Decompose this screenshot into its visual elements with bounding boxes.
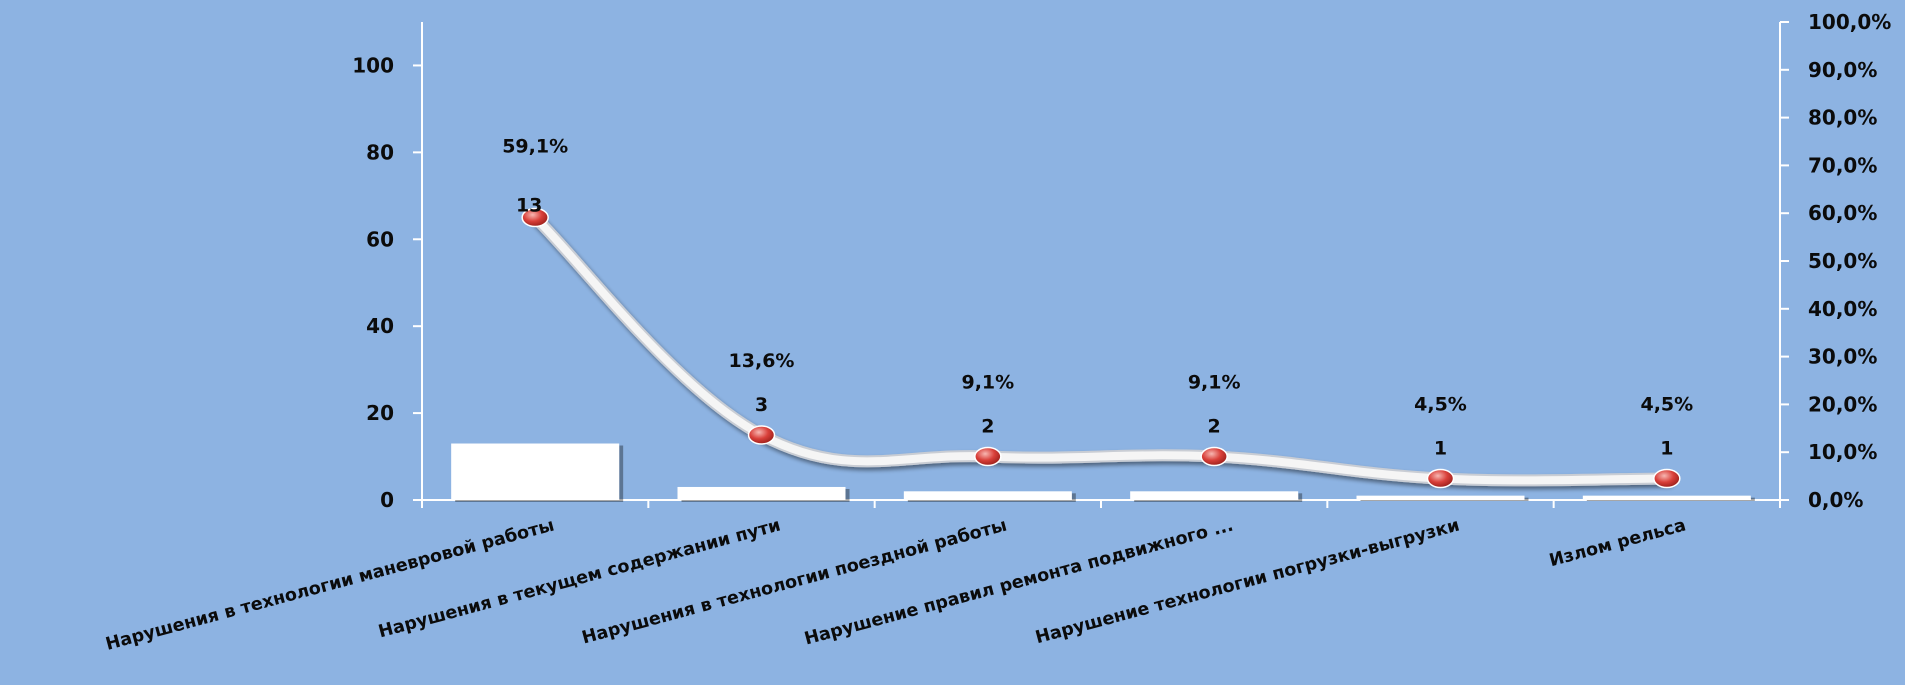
percent-marker: [521, 207, 549, 228]
category-label: Нарушение правил ремонта подвижного ...: [802, 516, 1235, 650]
category-label: Излом рельса: [1547, 516, 1688, 572]
bar: [451, 443, 620, 500]
bar: [1582, 495, 1751, 500]
bar: [1130, 491, 1299, 500]
left-axis-tick-label: 80: [366, 140, 394, 164]
count-data-label: 2: [1208, 416, 1221, 438]
right-axis-tick-label: 30,0%: [1808, 345, 1877, 369]
count-data-label: 2: [981, 416, 994, 438]
right-axis-tick-label: 80,0%: [1808, 106, 1877, 130]
category-label: Нарушения в технологии поездной работы: [580, 516, 1009, 649]
left-axis-tick-label: 20: [366, 401, 394, 425]
right-axis-tick-label: 40,0%: [1808, 297, 1877, 321]
count-data-label: 1: [1434, 437, 1447, 459]
percent-data-label: 4,5%: [1640, 393, 1693, 415]
count-data-label: 3: [755, 394, 768, 416]
right-axis-tick-label: 60,0%: [1808, 201, 1877, 225]
left-axis-tick-label: 60: [366, 227, 394, 251]
percent-data-label: 9,1%: [1188, 372, 1241, 394]
percent-data-label: 9,1%: [961, 372, 1014, 394]
count-data-label: 1: [1660, 437, 1673, 459]
count-data-label: 13: [516, 195, 542, 217]
right-axis-tick-label: 10,0%: [1808, 440, 1877, 464]
left-axis-tick-label: 100: [352, 53, 394, 77]
line-group: [521, 207, 1681, 489]
bars-group: [451, 443, 1751, 500]
right-axis-tick-label: 70,0%: [1808, 153, 1877, 177]
percent-line-shadow: [529, 211, 1673, 487]
right-axis-tick-label: 50,0%: [1808, 249, 1877, 273]
bar: [903, 491, 1072, 500]
percent-marker: [747, 425, 776, 445]
right-axis-tick-label: 100,0%: [1808, 10, 1891, 34]
percent-data-label: 4,5%: [1414, 393, 1467, 415]
category-label: Нарушения в технологии маневровой работы: [104, 516, 557, 655]
percent-marker: [1200, 446, 1228, 467]
right-axis-tick-label: 0,0%: [1808, 488, 1863, 512]
percent-line: [531, 213, 1671, 485]
axes-group: 0 20 40 60 80 100 0,0% 10,0% 20,0% 30,0% 40,0% 50,0…: [352, 10, 1891, 512]
category-label: Нарушение технологии погрузки-выгрузки: [1033, 516, 1461, 649]
right-axis-tick-label: 20,0%: [1808, 392, 1877, 416]
percent-marker: [1653, 468, 1681, 489]
right-axis-tick-label: 90,0%: [1808, 58, 1877, 82]
percent-data-label: 13,6%: [729, 350, 795, 372]
percent-marker: [1426, 468, 1455, 489]
left-axis-tick-label: 40: [366, 314, 394, 338]
bar: [1356, 495, 1525, 500]
category-label: Нарушения в текущем содержании пути: [376, 516, 782, 643]
percent-marker: [974, 446, 1002, 467]
left-axis-tick-label: 0: [380, 488, 394, 512]
labels-group: 59,1% 13 13,6% 3 9,1% 2 9,1% 2 4,5% 1 4,5% 1 Нарушен…: [104, 136, 1694, 655]
bar: [677, 486, 846, 500]
percent-data-label: 59,1%: [502, 136, 568, 158]
